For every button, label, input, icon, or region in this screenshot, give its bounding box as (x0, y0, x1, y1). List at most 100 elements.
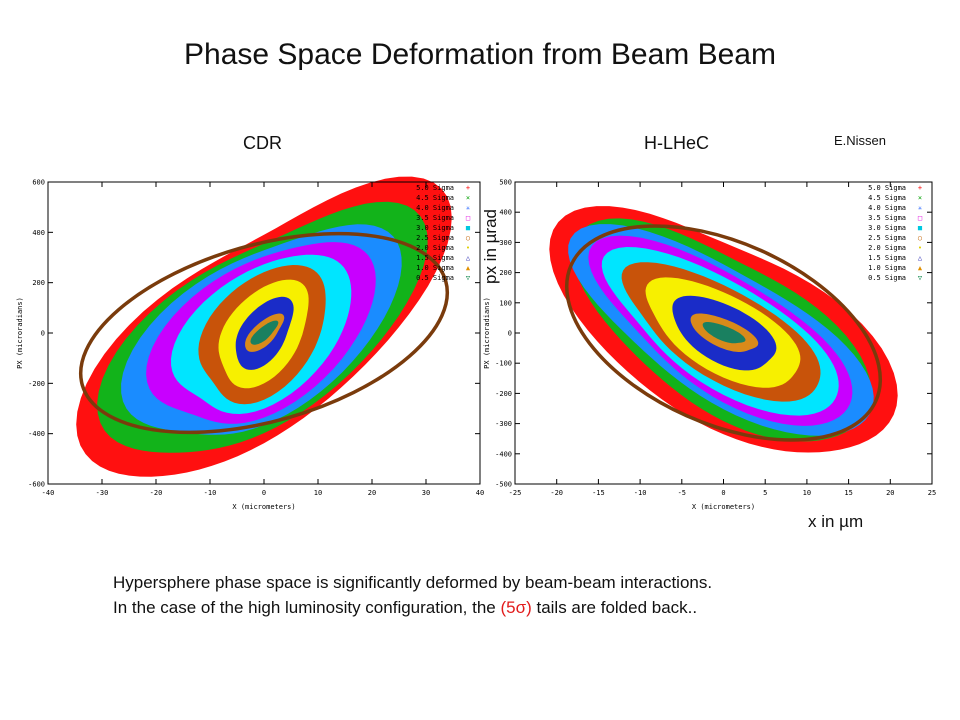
legend-marker: ▽ (466, 274, 471, 282)
x-tick-label: 10 (803, 489, 811, 497)
y-tick-label: 400 (32, 229, 45, 237)
legend-label: 2.0 Sigma (868, 244, 906, 252)
slide-title: Phase Space Deformation from Beam Beam (184, 38, 776, 71)
x-tick-label: -5 (678, 489, 686, 497)
legend-marker: × (466, 194, 470, 202)
legend-marker: + (918, 184, 922, 192)
hlhec-phase-space-plot: -25 -20 -15 -10 -5 0 5 10 15 20 25 -500 -400 -300 -200… (483, 179, 936, 512)
y-tick-label: -500 (495, 481, 512, 489)
legend-label: 1.5 Sigma (868, 254, 906, 262)
y-tick-label: -200 (28, 380, 45, 388)
legend-label: 3.5 Sigma (416, 214, 454, 222)
x-tick-label: -10 (634, 489, 647, 497)
legend-label: 3.0 Sigma (868, 224, 906, 232)
legend-marker: ▲ (466, 264, 471, 272)
y-tick-label: -400 (28, 430, 45, 438)
y-tick-label: 600 (32, 179, 45, 187)
legend-marker: ■ (918, 224, 923, 232)
y-tick-label: 0 (508, 330, 512, 338)
caption-highlight: (5σ) (500, 598, 532, 617)
legend-marker: □ (466, 214, 470, 222)
legend-label: 1.0 Sigma (868, 264, 906, 272)
x-axis-label: X (micrometers) (692, 503, 755, 511)
x-tick-label: 15 (844, 489, 852, 497)
legend-marker: + (466, 184, 470, 192)
legend-marker: ○ (466, 234, 470, 242)
y-tick-label: 200 (32, 279, 45, 287)
legend-label: 5.0 Sigma (416, 184, 454, 192)
x-tick-label: 0 (721, 489, 725, 497)
x-tick-label: 40 (476, 489, 484, 497)
y-tick-label: -300 (495, 420, 512, 428)
x-tick-label: 25 (928, 489, 936, 497)
caption-line-2: In the case of the high luminosity confi… (113, 595, 712, 620)
x-tick-label: -25 (509, 489, 522, 497)
x-unit-annotation: x in µm (808, 512, 864, 531)
x-tick-label: -30 (96, 489, 109, 497)
y-tick-label: -200 (495, 390, 512, 398)
y-tick-label: 300 (499, 239, 512, 247)
plot-title-hlhec: H-LHeC (644, 133, 710, 153)
x-tick-label: -20 (150, 489, 163, 497)
x-axis-label: X (micrometers) (232, 503, 295, 511)
y-axis-label: PX (microradians) (16, 297, 24, 369)
legend-label: 2.0 Sigma (416, 244, 454, 252)
caption-line-2-start: In the case of the high luminosity confi… (113, 598, 501, 617)
x-tick-label: -10 (204, 489, 217, 497)
legend-label: 3.5 Sigma (868, 214, 906, 222)
legend-label: 3.0 Sigma (416, 224, 454, 232)
legend-label: 2.5 Sigma (416, 234, 454, 242)
y-tick-label: 500 (499, 179, 512, 187)
x-tick-label: 0 (262, 489, 266, 497)
legend-marker: △ (466, 254, 471, 262)
sigma-band-05 (250, 320, 279, 345)
sigma-band-05 (702, 322, 746, 344)
legend-label: 1.0 Sigma (416, 264, 454, 272)
legend-marker: ✳ (466, 204, 471, 212)
x-tick-label: 20 (886, 489, 894, 497)
legend-label: 5.0 Sigma (868, 184, 906, 192)
y-tick-label: 400 (499, 209, 512, 217)
legend-marker: ▲ (918, 264, 923, 272)
legend-label: 4.5 Sigma (868, 194, 906, 202)
legend-marker: ▽ (918, 274, 923, 282)
author-credit: E.Nissen (834, 133, 887, 148)
x-tick-label: 10 (314, 489, 322, 497)
legend-marker: ✳ (918, 204, 923, 212)
legend-label: 0.5 Sigma (868, 274, 906, 282)
caption-line-2-end: tails are folded back.. (531, 598, 698, 617)
x-tick-label: -40 (42, 489, 55, 497)
reference-ellipse (78, 231, 450, 435)
x-tick-label: 30 (422, 489, 430, 497)
legend-label: 1.5 Sigma (416, 254, 454, 262)
plot-title-cdr: CDR (243, 133, 282, 153)
caption-line-1: Hypersphere phase space is significantly… (113, 573, 713, 592)
legend-marker: △ (918, 254, 923, 262)
x-tick-label: 20 (368, 489, 376, 497)
legend-marker: □ (918, 214, 922, 222)
y-tick-label: -400 (495, 450, 512, 458)
reference-ellipse (564, 224, 883, 442)
legend-label: 0.5 Sigma (416, 274, 454, 282)
cdr-phase-space-plot: -40 -30 -20 -10 0 10 20 30 40 -600 -400 -200 0 200 400… (16, 176, 484, 511)
legend-marker: • (918, 244, 922, 252)
x-tick-label: 5 (763, 489, 767, 497)
legend-marker: • (466, 244, 470, 252)
legend-label: 4.0 Sigma (416, 204, 454, 212)
caption: Hypersphere phase space is significantly… (113, 570, 712, 620)
x-tick-label: -20 (550, 489, 563, 497)
legend-label: 4.5 Sigma (416, 194, 454, 202)
y-tick-label: 200 (499, 269, 512, 277)
y-tick-label: 0 (41, 330, 45, 338)
y-tick-label: -100 (495, 360, 512, 368)
legend-marker: × (918, 194, 922, 202)
legend-label: 4.0 Sigma (868, 204, 906, 212)
legend-label: 2.5 Sigma (868, 234, 906, 242)
y-tick-label: 100 (499, 299, 512, 307)
y-axis-label: PX (microradians) (483, 297, 491, 369)
legend-marker: ○ (918, 234, 922, 242)
x-tick-label: -15 (592, 489, 605, 497)
y-tick-label: -600 (28, 481, 45, 489)
px-unit-annotation: px in µrad (481, 209, 500, 284)
legend-marker: ■ (466, 224, 471, 232)
